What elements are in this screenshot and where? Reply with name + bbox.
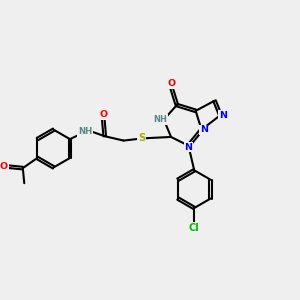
Text: NH: NH: [153, 115, 167, 124]
Text: N: N: [219, 111, 227, 120]
Text: O: O: [0, 162, 8, 171]
Text: O: O: [99, 110, 107, 119]
Text: N: N: [184, 142, 192, 152]
Text: S: S: [138, 133, 145, 143]
Text: O: O: [168, 79, 176, 88]
Text: NH: NH: [78, 128, 92, 136]
Text: N: N: [200, 125, 208, 134]
Text: Cl: Cl: [189, 223, 200, 233]
